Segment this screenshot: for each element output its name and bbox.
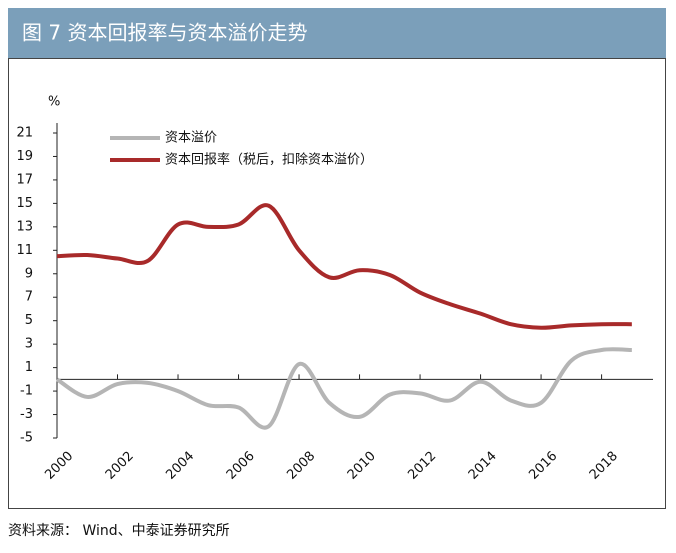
series-line bbox=[56, 203, 632, 330]
y-tick-label: 21 bbox=[16, 126, 33, 141]
chart-title: 图 7 资本回报率与资本溢价走势 bbox=[22, 21, 307, 45]
x-tick-label: 2000 bbox=[42, 449, 76, 483]
y-tick-label: -1 bbox=[20, 384, 33, 399]
x-tick-label: 2014 bbox=[466, 449, 500, 483]
x-tick-label: 2008 bbox=[284, 449, 318, 483]
x-tick-label: 2016 bbox=[526, 449, 560, 483]
series-line bbox=[55, 347, 632, 430]
chart-frame bbox=[8, 58, 666, 509]
x-tick-label: 2018 bbox=[587, 449, 621, 483]
y-tick-label: 3 bbox=[25, 337, 33, 352]
y-tick-label: -5 bbox=[20, 431, 33, 446]
y-tick-label: 7 bbox=[25, 290, 33, 305]
x-tick-label: 2012 bbox=[405, 449, 439, 483]
y-tick-label: -3 bbox=[20, 407, 33, 422]
x-tick-label: 2006 bbox=[224, 449, 258, 483]
legend-label: 资本溢价 bbox=[165, 131, 217, 146]
y-tick-label: 17 bbox=[16, 172, 33, 187]
x-tick-label: 2004 bbox=[163, 449, 197, 483]
title-bar bbox=[8, 8, 666, 58]
x-tick-label: 2010 bbox=[345, 449, 379, 483]
y-tick-label: 15 bbox=[16, 196, 33, 211]
y-tick-label: 5 bbox=[25, 313, 33, 328]
y-tick-label: 1 bbox=[25, 360, 33, 375]
y-tick-label: 13 bbox=[16, 219, 33, 234]
x-tick-label: 2002 bbox=[103, 449, 137, 483]
legend-label: 资本回报率（税后，扣除资本溢价） bbox=[165, 152, 373, 168]
source: 资料来源： Wind、中泰证券研究所 bbox=[8, 523, 230, 539]
y-unit: % bbox=[48, 95, 60, 110]
y-tick-label: 9 bbox=[25, 266, 33, 281]
y-tick-label: 11 bbox=[16, 243, 33, 258]
y-tick-label: 19 bbox=[16, 149, 33, 164]
